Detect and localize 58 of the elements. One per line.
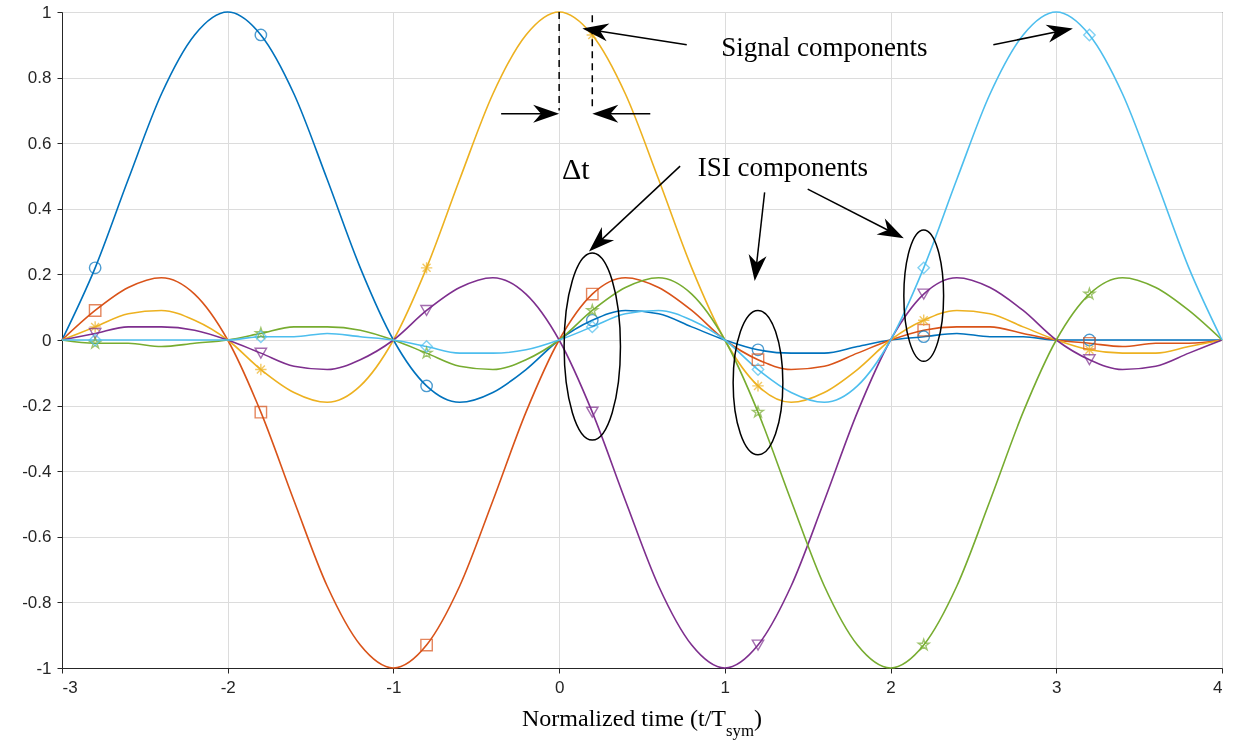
y-tick-label: -0.2 [22,396,52,416]
y-tick-label: 0.6 [27,133,52,153]
point [420,304,433,317]
point [254,28,268,42]
y-tick-label: 0 [42,330,52,350]
point [917,638,930,651]
point [254,363,268,376]
y-tick-label: 0.4 [27,199,52,219]
point [917,323,931,337]
point [917,330,931,344]
point [420,379,433,393]
point [751,405,765,418]
point [751,343,765,357]
x-tick-label: 0 [554,677,565,697]
y-tick-label: -0.4 [22,461,52,481]
x-tick-label: -3 [62,677,78,697]
point [88,304,102,317]
point [585,313,599,327]
x-tick-label: 2 [886,677,896,697]
point [88,320,102,334]
point [917,313,931,327]
x-tick-label: 3 [1052,677,1062,697]
annotation: ISI components [697,152,868,182]
point [420,346,433,359]
point [751,363,765,376]
point [254,405,268,419]
point [254,330,268,344]
point [254,347,268,359]
point [751,353,765,367]
x-tick-label: -2 [220,677,236,697]
y-tick-label: 0.2 [27,264,52,284]
x-tick-label: 4 [1213,677,1223,697]
annotation: Signal components [721,32,928,63]
x-axis-title: Normalized time (t/T$_{sym}$) [522,705,762,740]
point [585,320,599,334]
point [420,340,433,353]
point [88,327,102,340]
y-tick-label: -1 [36,658,52,678]
point [751,379,765,393]
point [420,638,433,652]
point [585,406,599,418]
annotation: Δt [561,152,591,186]
point [751,639,765,651]
point [1083,343,1096,357]
y-tick-label: -0.8 [22,592,52,612]
x-tick-label: 1 [720,677,731,697]
point [1083,354,1096,366]
point [1083,287,1096,300]
point [88,261,102,275]
y-tick-label: 0.8 [27,68,52,88]
point [917,288,931,300]
point [917,261,931,275]
point [1083,28,1096,42]
point [420,261,433,275]
x-tick-label: -1 [386,677,402,697]
y-tick-label: -0.6 [22,527,52,547]
point [585,287,599,301]
y-tick-label: 1 [42,2,52,22]
